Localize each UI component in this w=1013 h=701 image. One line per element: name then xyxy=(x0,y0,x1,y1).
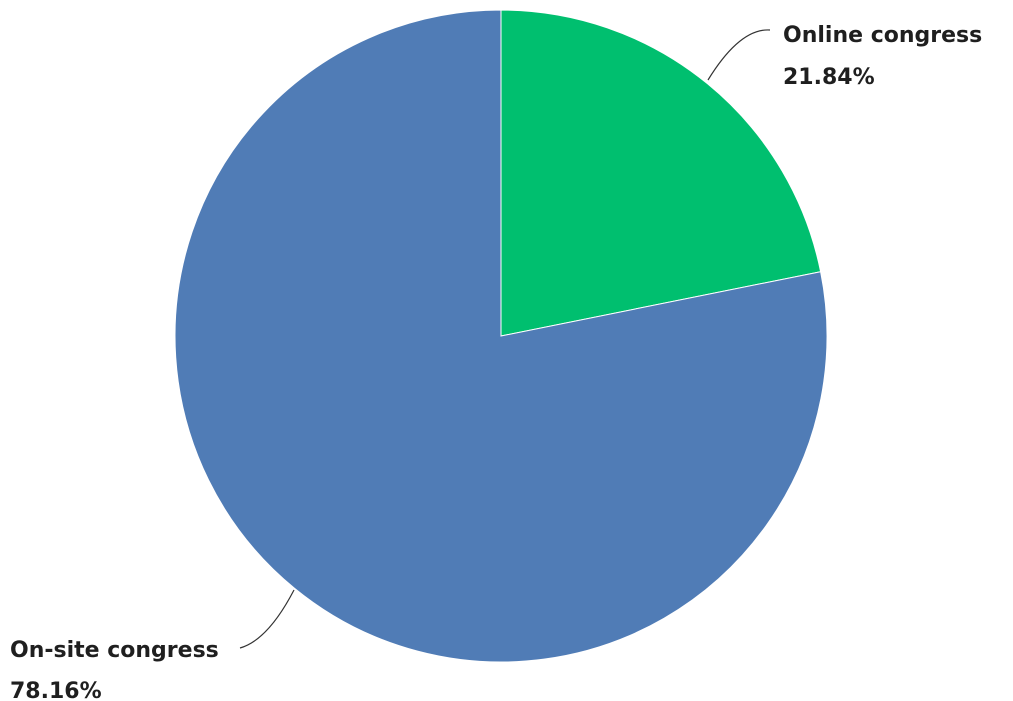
slice-label-online-congress-name: Online congress xyxy=(783,23,982,48)
pie-slice-online-congress[interactable] xyxy=(500,9,822,337)
label-on-site-congress: On-site congress 78.16% xyxy=(10,589,295,701)
pie-slice-on-site-congress[interactable] xyxy=(174,9,828,663)
leader-line-on-site-congress xyxy=(239,589,295,649)
pie-slices xyxy=(174,9,828,663)
slice-label-online-congress-value: 21.84% xyxy=(783,65,875,90)
slice-label-on-site-congress-value: 78.16% xyxy=(10,679,102,701)
leader-line-online-congress xyxy=(707,29,771,81)
label-online-congress: Online congress 21.84% xyxy=(707,23,982,90)
slice-label-on-site-congress-name: On-site congress xyxy=(10,638,219,663)
